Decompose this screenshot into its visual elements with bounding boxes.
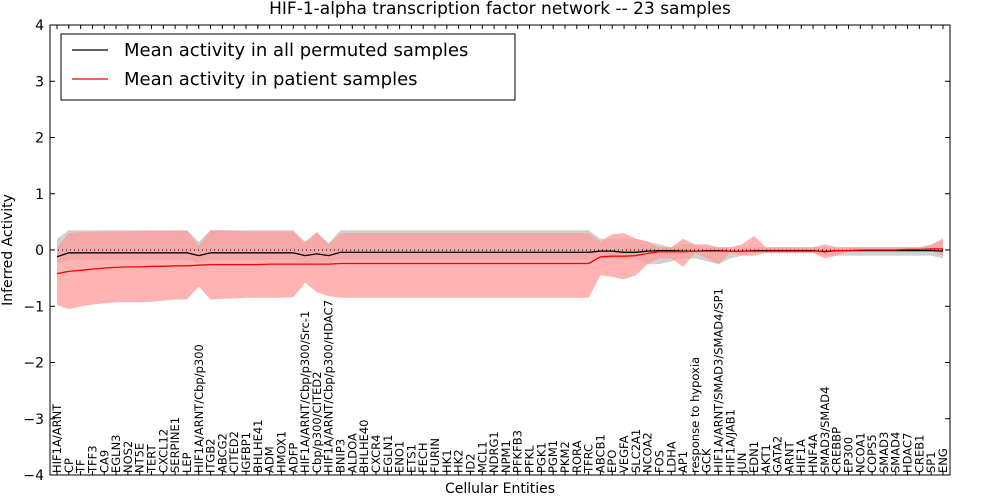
x-tick-label: AKT1 <box>759 444 773 473</box>
chart-legend: Mean activity in all permuted samples Mea… <box>60 33 516 101</box>
x-tick-label: EGLN3 <box>109 434 123 473</box>
x-tick-label: PKM2 <box>558 441 572 473</box>
x-tick-label: IGFBP1 <box>239 432 253 473</box>
x-tick-label: SMAD3/SMAD4 <box>818 387 832 473</box>
x-tick-label: GCK <box>700 448 714 473</box>
x-tick-label: BNIP3 <box>334 439 348 473</box>
x-tick-label: SERPINE1 <box>168 417 182 473</box>
x-tick-label: NCOA1 <box>853 432 867 473</box>
series-lines <box>56 248 944 275</box>
y-tick-label: −2 <box>23 356 44 372</box>
x-tick-label: HK1 <box>440 449 454 473</box>
x-tick-label: FECH <box>416 442 430 473</box>
x-tick-label: Cbp/p300/CITED2 <box>310 371 324 473</box>
x-tick-label: NT5E <box>133 443 147 473</box>
x-tick-label: HIF1A <box>794 439 808 473</box>
x-tick-label: CITED2 <box>227 431 241 473</box>
x-tick-label: LEP <box>180 452 194 473</box>
x-tick-label: EDN1 <box>747 441 761 473</box>
y-tick-label: 1 <box>35 187 44 203</box>
x-tick-label: SMAD4 <box>889 432 903 473</box>
x-tick-label: GATA2 <box>771 436 785 473</box>
patient-band-layer <box>57 230 943 310</box>
x-tick-label: EGLN1 <box>381 434 395 473</box>
x-tick-label: NPM1 <box>499 440 513 473</box>
x-tick-label: RORA <box>570 440 584 473</box>
x-tick-label: HIF1A/ARNT <box>50 403 64 473</box>
x-tick-label: EPO <box>605 450 619 473</box>
y-tick-label: −4 <box>23 468 44 484</box>
x-tick-label: CP <box>62 458 76 473</box>
legend-box <box>60 33 516 101</box>
y-tick-label: 0 <box>35 243 44 259</box>
x-tick-label: response to hypoxia <box>688 357 702 473</box>
x-tick-label: CXCR4 <box>369 435 383 473</box>
x-tick-label: PFKFB3 <box>511 430 525 473</box>
y-axis-label: Inferred Activity <box>0 194 16 306</box>
x-tick-label: ABCG2 <box>215 433 229 473</box>
x-tick-label: HK2 <box>452 449 466 473</box>
x-tick-label: HDAC7 <box>901 433 915 473</box>
x-tick-label: TERT <box>145 444 159 474</box>
y-axis: −4 −3 −2 −1 0 1 2 3 4 <box>23 18 950 484</box>
x-tick-label: ENO1 <box>393 441 407 473</box>
x-tick-label: TFRC <box>582 444 596 474</box>
x-tick-label: ENG <box>936 448 950 473</box>
x-tick-label: COPS5 <box>865 434 879 473</box>
x-tick-label: TFF3 <box>85 445 99 474</box>
x-tick-label: ITGB2 <box>204 438 218 473</box>
legend-label-1: Mean activity in patient samples <box>124 69 418 90</box>
x-tick-label: ETS1 <box>404 444 418 473</box>
x-tick-label: ADFP <box>286 443 300 473</box>
y-tick-label: 3 <box>35 74 44 90</box>
x-tick-label: PFKL <box>523 445 537 473</box>
x-tick-label: HNF4A <box>806 434 820 473</box>
x-tick-label: CREBBP <box>830 427 844 473</box>
y-tick-label: −1 <box>23 299 44 315</box>
chart-title: HIF-1-alpha transcription factor network… <box>269 0 731 19</box>
x-tick-label: CXCL12 <box>156 429 170 473</box>
x-tick-label: SMAD3 <box>877 432 891 473</box>
x-tick-label: TF <box>74 459 88 474</box>
x-tick-label: PGM1 <box>546 440 560 473</box>
y-tick-label: −3 <box>23 412 44 428</box>
x-tick-label: HIF1A/ARNT/Cbp/p300/HDAC7 <box>322 300 336 473</box>
x-tick-label: HIF1A/JAB1 <box>723 409 737 473</box>
x-tick-label: ID2 <box>464 453 478 473</box>
x-tick-label: HIF1A/ARNT/Cbp/p300/Src-1 <box>298 311 312 473</box>
x-tick-label: VEGFA <box>617 435 631 473</box>
x-tick-label: PGK1 <box>534 442 548 473</box>
y-tick-label: 4 <box>35 18 44 34</box>
x-axis: HIF1A/ARNTCPTFTFF3CA9EGLN3NOS2NT5ETERTCX… <box>50 25 950 475</box>
x-tick-label: LDHA <box>664 441 678 473</box>
x-tick-label: SP1 <box>924 451 938 473</box>
x-tick-label: HIF1A/ARNT/Cbp/p300 <box>192 344 206 473</box>
x-tick-label: NDRG1 <box>487 431 501 473</box>
x-tick-label: NOS2 <box>121 441 135 473</box>
x-tick-label: JUN <box>735 453 749 474</box>
x-tick-label: MCL1 <box>475 441 489 473</box>
x-tick-label: CREB1 <box>912 435 926 474</box>
x-tick-label: HIF1A/ARNT/SMAD3/SMAD4/SP1 <box>712 288 726 473</box>
x-tick-label: NCOA2 <box>641 432 655 473</box>
x-tick-label: ARNT <box>782 441 796 473</box>
y-tick-label: 2 <box>35 131 44 147</box>
x-tick-label: FOS <box>653 450 667 473</box>
x-tick-label: ABCB1 <box>593 434 607 473</box>
series-1-line <box>56 248 943 275</box>
x-tick-label: SLC2A1 <box>629 429 643 473</box>
x-tick-label: HMOX1 <box>275 431 289 473</box>
x-tick-label: ALDOA <box>345 433 359 473</box>
x-tick-label: ADM <box>263 446 277 473</box>
x-tick-label: BHLHE41 <box>251 420 265 474</box>
x-tick-label: BHLHE40 <box>357 420 371 474</box>
legend-label-0: Mean activity in all permuted samples <box>124 40 468 61</box>
x-tick-label: CA9 <box>97 450 111 473</box>
x-axis-label: Cellular Entities <box>445 481 555 497</box>
x-tick-label: EP300 <box>842 437 856 473</box>
series-1-band <box>57 230 943 310</box>
x-tick-label: FURIN <box>428 438 442 473</box>
x-tick-label: AP1 <box>676 451 690 473</box>
